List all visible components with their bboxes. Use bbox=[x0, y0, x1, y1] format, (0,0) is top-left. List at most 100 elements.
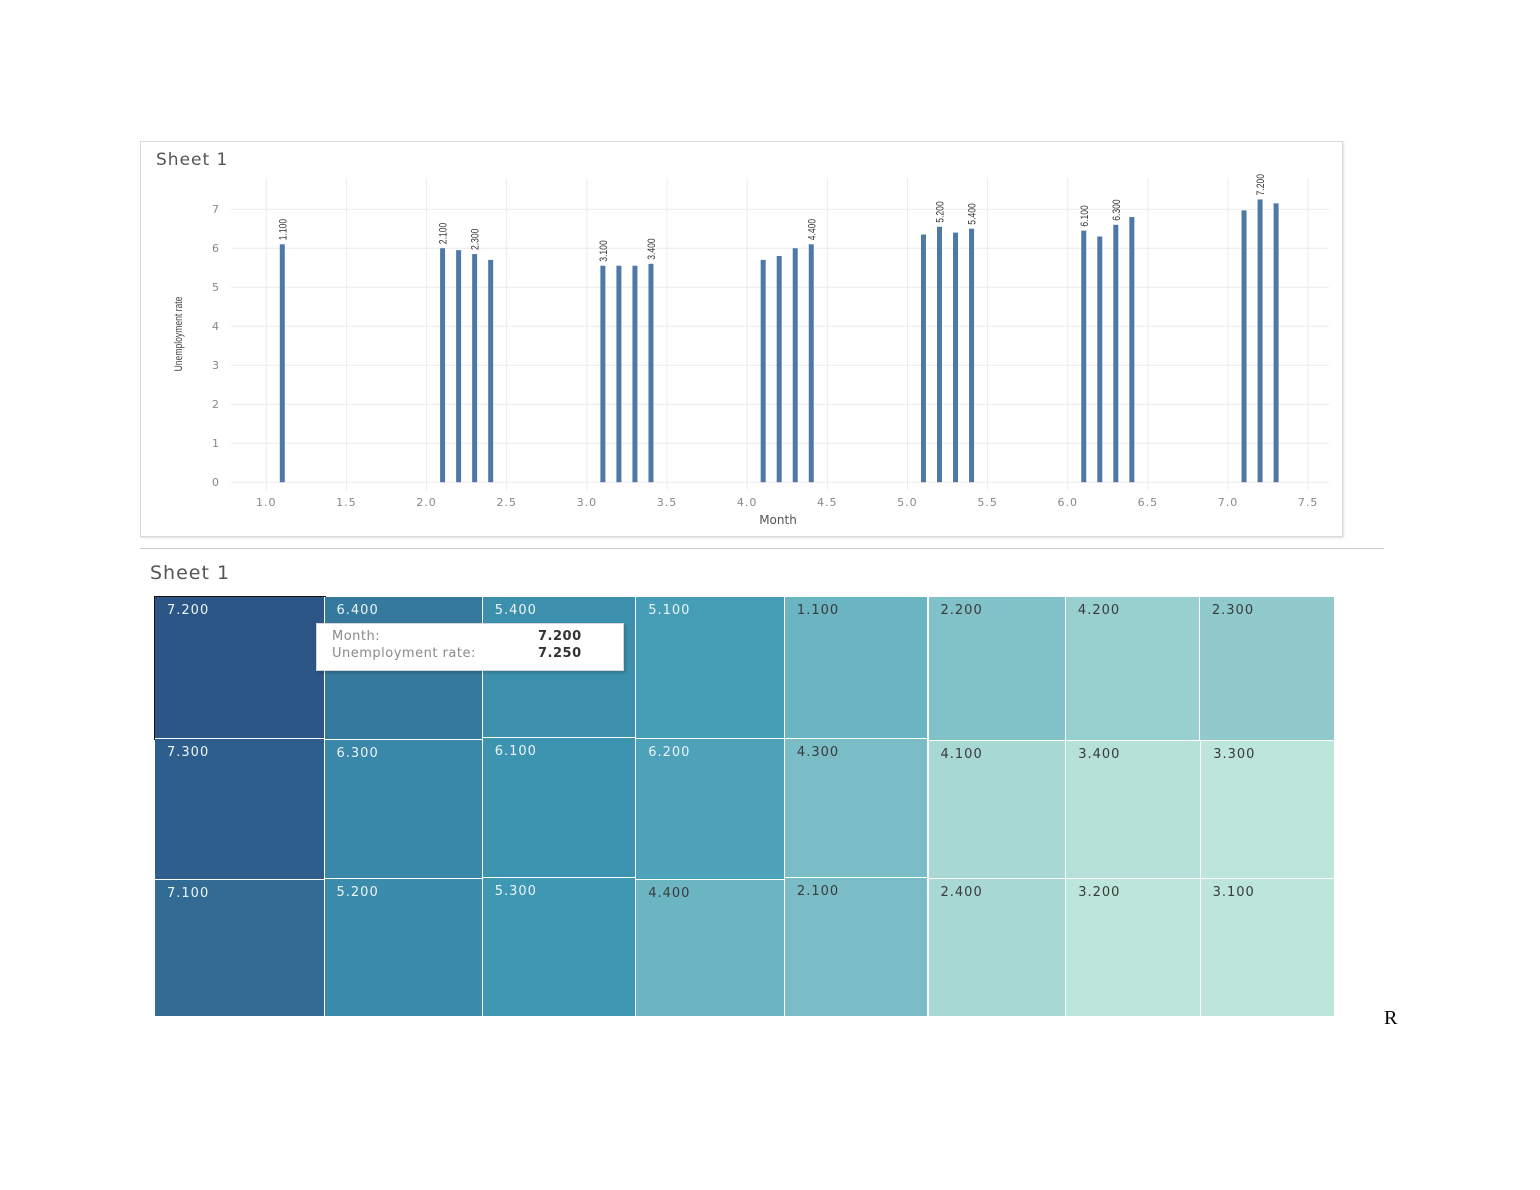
bar bbox=[953, 232, 959, 483]
bar-data-label: 2.100 bbox=[438, 222, 450, 244]
treemap-cell-label: 2.400 bbox=[940, 885, 983, 901]
bar-data-label: 6.300 bbox=[1111, 199, 1123, 221]
treemap-cell-label: 5.100 bbox=[648, 603, 691, 618]
bar bbox=[456, 250, 462, 483]
tooltip-rate-value: 7.250 bbox=[538, 646, 582, 661]
tooltip-rate-label: Unemployment rate: bbox=[332, 646, 476, 661]
stray-text: R bbox=[1384, 1007, 1398, 1029]
bar bbox=[616, 265, 622, 483]
x-tick-label: 3.5 bbox=[657, 496, 678, 509]
bar bbox=[632, 265, 638, 483]
tooltip-month-value: 7.200 bbox=[538, 629, 582, 644]
treemap-cell[interactable]: 3.400 bbox=[1066, 741, 1202, 880]
y-tick-label: 7 bbox=[212, 203, 219, 216]
bar-data-label: 1.100 bbox=[277, 218, 289, 240]
treemap-cell-label: 4.400 bbox=[648, 886, 691, 902]
bar bbox=[600, 265, 606, 483]
treemap-cell-label: 5.200 bbox=[336, 885, 379, 901]
bar bbox=[1241, 210, 1247, 483]
x-tick-label: 4.0 bbox=[737, 496, 758, 509]
treemap-cell-label: 3.200 bbox=[1078, 885, 1121, 901]
treemap-cell-label: 6.100 bbox=[494, 744, 537, 760]
treemap-cell[interactable]: 4.400 bbox=[636, 880, 785, 1017]
bar bbox=[1273, 203, 1279, 483]
treemap-cell-label: 3.100 bbox=[1212, 885, 1255, 901]
treemap-cell[interactable]: 3.100 bbox=[1200, 879, 1335, 1017]
bar-data-label: 3.400 bbox=[646, 238, 658, 260]
bar-chart-title: Sheet 1 bbox=[156, 150, 229, 170]
treemap-cell[interactable]: 5.100 bbox=[636, 597, 785, 740]
treemap-cell[interactable]: 3.300 bbox=[1201, 741, 1335, 880]
x-tick-label: 1.0 bbox=[256, 496, 277, 509]
treemap-cell-label: 2.200 bbox=[940, 603, 983, 618]
treemap-cell[interactable]: 2.200 bbox=[928, 597, 1066, 742]
x-tick-label: 6.5 bbox=[1138, 496, 1159, 509]
bar-data-label: 6.100 bbox=[1079, 205, 1091, 227]
treemap-cell-label: 4.300 bbox=[796, 744, 840, 760]
treemap-cell[interactable]: 5.200 bbox=[324, 879, 483, 1017]
treemap-chart: 7.200 7.300 7.100 6.400 6.300 5.200 5.400 6.100… bbox=[154, 595, 1335, 1017]
bar-data-label: 3.100 bbox=[598, 240, 610, 262]
treemap-cell-label: 4.100 bbox=[940, 747, 983, 763]
treemap-cell[interactable]: 2.100 bbox=[784, 877, 929, 1017]
section-divider bbox=[140, 548, 1384, 549]
bar-data-label: 5.200 bbox=[935, 201, 947, 223]
bar bbox=[760, 259, 766, 483]
bar bbox=[488, 259, 494, 483]
y-tick-label: 1 bbox=[212, 437, 219, 450]
treemap-cell[interactable]: 6.300 bbox=[324, 740, 483, 880]
y-tick-label: 2 bbox=[212, 398, 219, 411]
bar-data-label: 2.300 bbox=[470, 228, 482, 250]
treemap-cell[interactable]: 7.200 bbox=[154, 595, 326, 741]
bar bbox=[440, 248, 446, 483]
treemap-cell-label: 5.300 bbox=[494, 884, 537, 900]
treemap-cell[interactable]: 4.300 bbox=[784, 738, 929, 878]
x-tick-label: 5.0 bbox=[897, 496, 918, 509]
bar-chart-panel: Sheet 1 0 1 2 3 4 5 6 7 1.0 1.5 2.0 2.5 3.0 3.5 4.0 4.5… bbox=[140, 141, 1343, 537]
bar-chart-svg: 0 1 2 3 4 5 6 7 1.0 1.5 2.0 2.5 3.0 3.5 4.0 4.5 5.0 5.5 6.… bbox=[173, 174, 1329, 527]
treemap-cell-label: 1.100 bbox=[796, 603, 840, 618]
bar bbox=[808, 244, 814, 483]
treemap-cell[interactable]: 6.200 bbox=[636, 739, 785, 881]
treemap-cell[interactable]: 2.300 bbox=[1199, 597, 1335, 742]
x-tick-label: 2.0 bbox=[416, 496, 437, 509]
bar-data-label: 7.200 bbox=[1255, 174, 1267, 196]
x-axis-title: Month bbox=[759, 513, 797, 527]
bar bbox=[936, 226, 942, 483]
treemap-cell-label: 6.300 bbox=[336, 746, 379, 762]
x-tick-label: 3.0 bbox=[577, 496, 598, 509]
treemap-cell[interactable]: 3.200 bbox=[1066, 879, 1201, 1017]
treemap-cell-label: 7.300 bbox=[167, 745, 210, 761]
treemap-cell-label: 7.200 bbox=[167, 603, 210, 618]
treemap-title: Sheet 1 bbox=[150, 562, 231, 584]
treemap-cell[interactable]: 1.100 bbox=[784, 597, 929, 739]
tooltip-month-label: Month: bbox=[332, 629, 381, 644]
treemap-cell[interactable]: 5.300 bbox=[482, 878, 637, 1017]
bar bbox=[648, 263, 654, 483]
bar bbox=[969, 228, 975, 483]
treemap-cell-label: 3.400 bbox=[1078, 747, 1121, 763]
bar bbox=[279, 244, 285, 483]
treemap-cell-label: 3.300 bbox=[1213, 747, 1256, 763]
bar bbox=[1129, 217, 1135, 483]
treemap-cell[interactable]: 4.200 bbox=[1065, 597, 1200, 742]
treemap-cell[interactable]: 2.400 bbox=[928, 879, 1067, 1017]
y-tick-label: 5 bbox=[212, 281, 219, 294]
x-tick-label: 6.0 bbox=[1057, 496, 1078, 509]
treemap-cell-label: 6.200 bbox=[648, 745, 691, 761]
x-tick-label: 2.5 bbox=[496, 496, 516, 509]
treemap-cell[interactable]: 6.100 bbox=[482, 738, 637, 879]
y-tick-label: 0 bbox=[212, 476, 219, 489]
bar bbox=[920, 234, 926, 483]
treemap-tooltip: Month: 7.200 Unemployment rate: 7.250 bbox=[316, 623, 624, 671]
y-tick-label: 6 bbox=[212, 242, 219, 255]
treemap-cell[interactable]: 7.300 bbox=[155, 739, 325, 880]
treemap-cell[interactable]: 7.100 bbox=[155, 880, 325, 1017]
bar bbox=[1257, 199, 1263, 483]
tooltip-month-row: Month: 7.200 bbox=[332, 629, 595, 647]
treemap-cell-label: 4.200 bbox=[1077, 603, 1121, 618]
bar bbox=[1081, 230, 1087, 483]
treemap-cell-label: 7.100 bbox=[167, 886, 210, 901]
x-tick-label: 1.5 bbox=[336, 496, 357, 509]
treemap-cell[interactable]: 4.100 bbox=[928, 741, 1067, 880]
